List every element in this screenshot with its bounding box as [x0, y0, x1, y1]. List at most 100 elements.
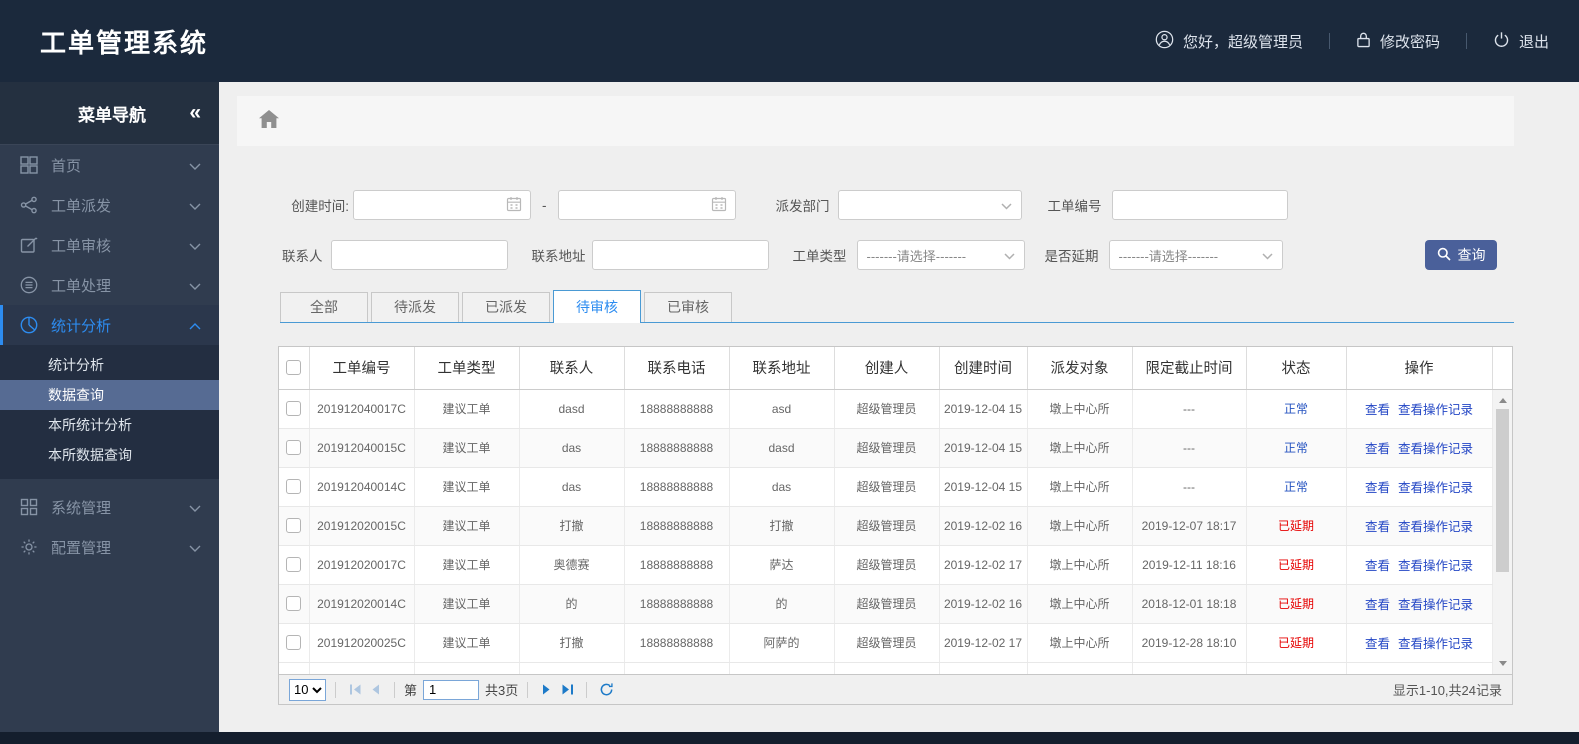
view-link[interactable]: 查看: [1364, 442, 1390, 456]
sidebar-item-config[interactable]: 配置管理: [0, 527, 219, 567]
deadline-cell: ---: [1132, 428, 1247, 468]
select-all-checkbox[interactable]: [286, 360, 302, 376]
app-title: 工单管理系统: [40, 27, 209, 58]
first-page-button[interactable]: [345, 679, 365, 701]
status-tabs: 全部 待派发 已派发 待审核 已审核: [280, 290, 1514, 323]
row-checkbox[interactable]: [286, 440, 302, 456]
order-type-cell: 建议工单: [414, 506, 520, 546]
status-tab[interactable]: 待审核: [553, 290, 641, 323]
order-no-input[interactable]: [1111, 190, 1288, 220]
change-password-button[interactable]: 修改密码: [1356, 31, 1440, 52]
sidebar-item-dispatch[interactable]: 工单派发: [0, 185, 219, 225]
view-link[interactable]: 查看: [1364, 637, 1390, 651]
view-link[interactable]: 查看: [1364, 403, 1390, 417]
deadline-cell: 2019-12-11 18:16: [1132, 545, 1247, 585]
home-icon[interactable]: [259, 109, 279, 133]
row-checkbox[interactable]: [286, 596, 302, 612]
last-page-button[interactable]: [557, 679, 577, 701]
actions-cell: 查看 查看操作记录: [1346, 545, 1493, 585]
sidebar-item-process[interactable]: 工单处理: [0, 265, 219, 305]
order-type-placeholder: -------请选择-------: [866, 248, 967, 264]
dispatch-target-cell: 墩上中心所: [1027, 623, 1133, 663]
contact-label: 联系人: [282, 249, 323, 264]
dispatch-dept-select[interactable]: [837, 190, 1022, 220]
order-no-cell: 201912020025C: [309, 623, 415, 663]
sidebar-item-home[interactable]: 首页: [0, 145, 219, 185]
search-filters: 创建时间: - 派发部门 工单编号 联系人 联系地址: [282, 190, 1514, 270]
row-checkbox[interactable]: [286, 635, 302, 651]
logout-label: 退出: [1518, 33, 1549, 51]
view-link[interactable]: 查看: [1364, 481, 1390, 495]
address-cell: das: [729, 467, 835, 507]
created-time-cell: 2019-12-02 17: [939, 623, 1028, 663]
view-log-link[interactable]: 查看操作记录: [1398, 598, 1474, 612]
create-time-end-input[interactable]: [557, 190, 736, 220]
next-page-button[interactable]: [537, 679, 557, 701]
view-log-link[interactable]: 查看操作记录: [1398, 559, 1474, 573]
view-log-link[interactable]: 查看操作记录: [1398, 520, 1474, 534]
sidebar-item-statistics[interactable]: 统计分析: [0, 305, 219, 345]
scroll-down-arrow[interactable]: [1493, 656, 1512, 671]
search-button[interactable]: 查询: [1425, 240, 1497, 270]
view-link[interactable]: 查看: [1364, 598, 1390, 612]
view-log-link[interactable]: 查看操作记录: [1398, 403, 1474, 417]
user-greeting[interactable]: 您好，超级管理员: [1155, 30, 1303, 53]
sidebar-collapse-button[interactable]: «: [189, 101, 201, 124]
scrollbar-spacer: [1492, 347, 1512, 390]
sidebar-subitem-local-data-query[interactable]: 本所数据查询: [48, 447, 132, 463]
order-no-cell: 201912040014C: [309, 467, 415, 507]
header-actions: 您好，超级管理员 修改密码 退出: [1155, 30, 1549, 53]
view-log-link[interactable]: 查看操作记录: [1398, 442, 1474, 456]
row-checkbox[interactable]: [286, 557, 302, 573]
sidebar-item-system[interactable]: 系统管理: [0, 487, 219, 527]
chevron-down-icon: [189, 499, 201, 516]
page-number-input[interactable]: [423, 679, 480, 700]
row-checkbox[interactable]: [286, 401, 302, 417]
scrollbar-thumb[interactable]: [1496, 409, 1509, 572]
order-no-label: 工单编号: [1047, 199, 1102, 214]
view-link[interactable]: 查看: [1364, 520, 1390, 534]
footer-bar: [0, 732, 1579, 744]
chevron-down-icon: [1261, 248, 1273, 263]
row-select-cell: [279, 467, 310, 507]
sidebar-subitem-statistics[interactable]: 统计分析: [48, 357, 104, 373]
actions-cell: 查看 查看操作记录: [1346, 428, 1493, 468]
prev-page-button[interactable]: [365, 679, 385, 701]
refresh-icon[interactable]: [596, 679, 616, 701]
actions-cell: 查看 查看操作记录: [1346, 584, 1493, 624]
table-scrollbar[interactable]: [1493, 390, 1512, 674]
contact-input[interactable]: [330, 240, 508, 270]
calendar-icon: [711, 196, 727, 215]
row-checkbox[interactable]: [286, 518, 302, 534]
logout-button[interactable]: 退出: [1493, 31, 1549, 52]
view-log-link[interactable]: 查看操作记录: [1398, 481, 1474, 495]
status-tab[interactable]: 全部: [280, 292, 368, 322]
pagination-bar: 10 第 共3页 显示1-10,共24记录: [279, 674, 1512, 704]
sidebar: 菜单导航 « 首页 工单派发 工单审核 工单处理 统计分析: [0, 82, 219, 732]
create-time-label: 创建时间:: [291, 199, 349, 214]
row-checkbox[interactable]: [286, 479, 302, 495]
sidebar-item-review[interactable]: 工单审核: [0, 225, 219, 265]
order-type-select[interactable]: -------请选择-------: [856, 240, 1025, 270]
status-tab[interactable]: 已派发: [462, 292, 550, 322]
row-select-cell: [279, 545, 310, 585]
address-input[interactable]: [591, 240, 769, 270]
chevron-up-icon: [189, 317, 201, 334]
sidebar-subitem-data-query[interactable]: 数据查询: [0, 380, 219, 410]
column-header: 联系人: [519, 347, 625, 390]
sidebar-subitem-local-statistics[interactable]: 本所统计分析: [48, 417, 132, 433]
dispatch-target-cell: 墩上中心所: [1027, 506, 1133, 546]
page-size-select[interactable]: 10: [289, 678, 326, 701]
scroll-up-arrow[interactable]: [1493, 393, 1512, 408]
status-tab[interactable]: 已审核: [644, 292, 732, 322]
chevron-down-icon: [189, 539, 201, 556]
contact-cell: das: [519, 467, 625, 507]
delay-select[interactable]: -------请选择-------: [1108, 240, 1283, 270]
order-type-cell: 建议工单: [414, 545, 520, 585]
dispatch-dept-label: 派发部门: [775, 199, 830, 214]
view-log-link[interactable]: 查看操作记录: [1398, 637, 1474, 651]
create-time-start-input[interactable]: [353, 190, 531, 220]
status-tab[interactable]: 待派发: [371, 292, 459, 322]
actions-cell: 查看 查看操作记录: [1346, 623, 1493, 663]
view-link[interactable]: 查看: [1364, 559, 1390, 573]
